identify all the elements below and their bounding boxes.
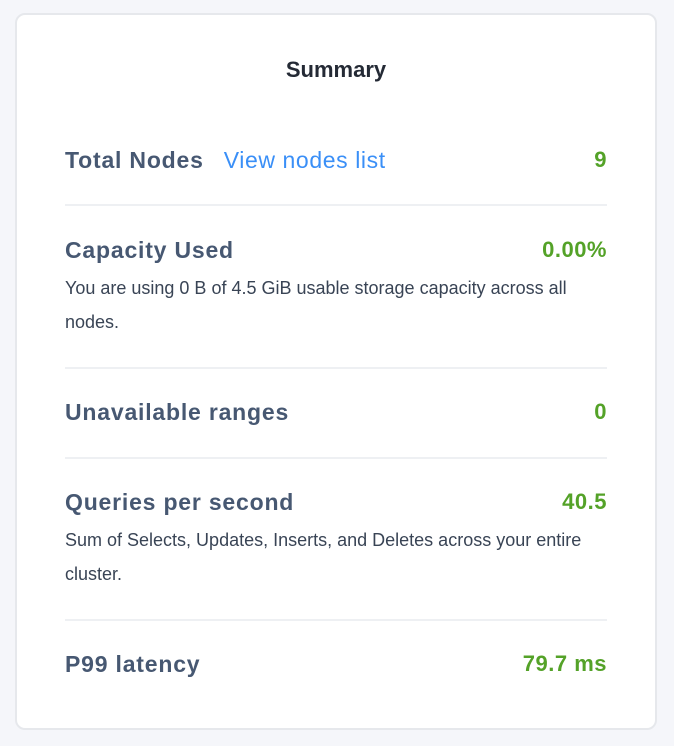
divider bbox=[65, 367, 607, 369]
row-value: 0 bbox=[594, 399, 607, 424]
row-value: 40.5 bbox=[562, 489, 607, 514]
row-value: 0.00% bbox=[542, 237, 607, 262]
card-title: Summary bbox=[285, 57, 387, 82]
row-label: Queries per second bbox=[65, 488, 295, 515]
row-description: You are using 0 B of 4.5 GiB usable stor… bbox=[65, 278, 567, 332]
row-label: P99 latency bbox=[65, 650, 201, 677]
divider bbox=[65, 619, 607, 621]
view-nodes-list-link[interactable]: View nodes list bbox=[223, 146, 386, 173]
row-unavailable-ranges: Unavailable ranges 0 bbox=[65, 395, 607, 429]
summary-card: Summary Total Nodes View nodes list 9 Cap… bbox=[15, 13, 657, 730]
row-capacity-used: Capacity Used 0.00% You are using 0 B of… bbox=[65, 233, 607, 339]
row-total-nodes: Total Nodes View nodes list 9 bbox=[65, 143, 607, 177]
divider bbox=[65, 457, 607, 459]
row-p99-latency: P99 latency 79.7 ms bbox=[65, 647, 607, 681]
row-queries-per-second: Queries per second 40.5 Sum of Selects, … bbox=[65, 485, 607, 591]
divider bbox=[65, 204, 607, 206]
row-value: 9 bbox=[594, 147, 607, 172]
row-label: Total Nodes bbox=[65, 146, 204, 173]
row-value: 79.7 ms bbox=[522, 651, 607, 676]
row-label: Capacity Used bbox=[65, 236, 234, 263]
row-description: Sum of Selects, Updates, Inserts, and De… bbox=[65, 530, 582, 584]
row-label: Unavailable ranges bbox=[65, 398, 290, 425]
